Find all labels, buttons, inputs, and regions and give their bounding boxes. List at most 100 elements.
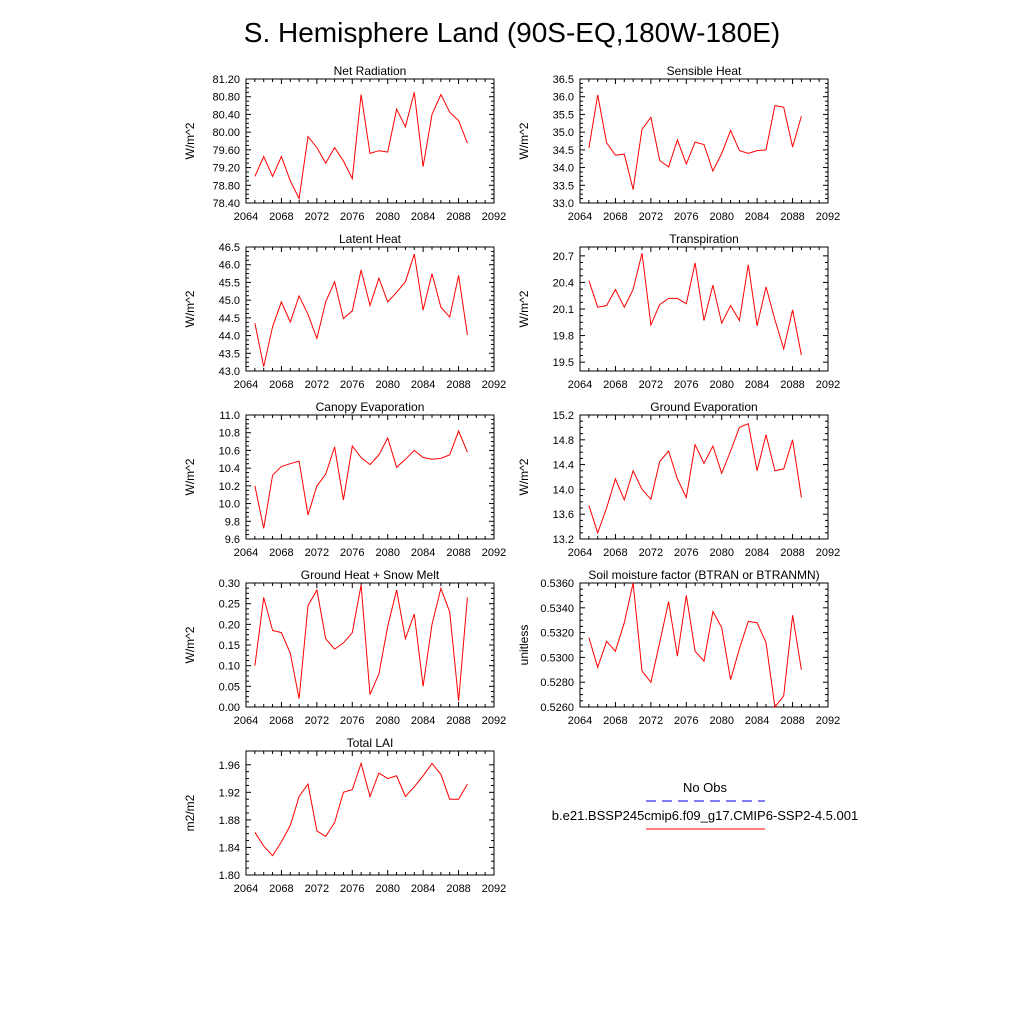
x-tick-label: 2072 <box>639 715 663 727</box>
x-tick-label: 2072 <box>639 547 663 559</box>
series-line <box>254 585 468 701</box>
x-tick-label: 2088 <box>446 547 470 559</box>
x-tick-label: 2084 <box>411 379 435 391</box>
x-tick-label: 2088 <box>446 379 470 391</box>
x-tick-label: 2080 <box>709 715 733 727</box>
y-tick-label: 14.4 <box>553 460 574 472</box>
series-line <box>254 429 468 529</box>
y-tick-label: 0.5360 <box>540 578 574 590</box>
y-tick-label: 13.6 <box>553 509 574 521</box>
y-axis-label: m2/m2 <box>183 794 197 831</box>
x-tick-label: 2084 <box>745 211 769 223</box>
y-tick-label: 78.40 <box>212 198 240 210</box>
y-tick-label: 15.2 <box>553 410 574 422</box>
y-tick-label: 43.0 <box>219 366 240 378</box>
y-tick-label: 34.0 <box>553 163 574 175</box>
y-tick-label: 44.0 <box>219 331 240 343</box>
y-tick-label: 14.8 <box>553 435 574 447</box>
y-tick-label: 1.88 <box>219 815 240 827</box>
y-tick-label: 45.0 <box>219 295 240 307</box>
x-tick-label: 2092 <box>482 211 506 223</box>
x-tick-label: 2080 <box>375 883 399 895</box>
y-tick-label: 13.2 <box>553 534 574 546</box>
plot-frame <box>245 582 495 708</box>
y-tick-label: 34.5 <box>553 145 574 157</box>
x-tick-label: 2088 <box>446 211 470 223</box>
x-tick-label: 2088 <box>780 379 804 391</box>
y-axis-label: W/m^2 <box>183 290 197 327</box>
y-tick-label: 0.25 <box>219 599 240 611</box>
y-tick-label: 35.0 <box>553 127 574 139</box>
plot-frame <box>579 414 829 540</box>
y-tick-label: 1.84 <box>219 842 240 854</box>
x-tick-label: 2064 <box>234 715 258 727</box>
y-tick-label: 0.5260 <box>540 702 574 714</box>
x-tick-label: 2084 <box>411 715 435 727</box>
plot-frame <box>245 78 495 204</box>
x-tick-label: 2084 <box>411 547 435 559</box>
panel-0: Net Radiation W/m^2 2064 2068 2072 2076 2080 20… <box>183 64 506 223</box>
x-tick-label: 2084 <box>745 379 769 391</box>
x-tick-label: 2072 <box>305 715 329 727</box>
y-tick-label: 1.92 <box>219 787 240 799</box>
y-tick-label: 20.1 <box>553 304 574 316</box>
panel-title: Net Radiation <box>334 64 407 78</box>
x-tick-label: 2092 <box>482 547 506 559</box>
y-axis-label: W/m^2 <box>517 122 531 159</box>
y-tick-label: 79.20 <box>212 163 240 175</box>
y-tick-label: 33.5 <box>553 180 574 192</box>
x-tick-label: 2092 <box>816 715 840 727</box>
x-tick-label: 2068 <box>603 715 627 727</box>
x-tick-label: 2064 <box>568 211 592 223</box>
x-tick-label: 2084 <box>745 715 769 727</box>
y-tick-label: 80.00 <box>212 127 240 139</box>
x-tick-label: 2092 <box>816 547 840 559</box>
x-tick-label: 2076 <box>340 379 364 391</box>
x-tick-label: 2076 <box>674 379 698 391</box>
plot-frame <box>579 246 829 372</box>
x-tick-label: 2072 <box>305 547 329 559</box>
y-tick-label: 10.4 <box>219 463 240 475</box>
panel-title: Transpiration <box>669 232 739 246</box>
x-tick-label: 2076 <box>340 547 364 559</box>
legend: No Obs b.e21.BSSP245cmip6.f09_g17.CMIP6-… <box>552 780 858 830</box>
y-tick-label: 0.5340 <box>540 603 574 615</box>
y-tick-label: 10.0 <box>219 499 240 511</box>
plot-frame <box>245 750 495 876</box>
y-tick-label: 0.5280 <box>540 677 574 689</box>
x-tick-label: 2064 <box>234 211 258 223</box>
x-tick-label: 2084 <box>411 883 435 895</box>
y-tick-label: 0.5320 <box>540 628 574 640</box>
x-tick-label: 2076 <box>674 211 698 223</box>
legend-model-label: b.e21.BSSP245cmip6.f09_g17.CMIP6-SSP2-4.… <box>552 808 858 823</box>
y-tick-label: 0.05 <box>219 681 240 693</box>
x-tick-label: 2092 <box>816 379 840 391</box>
plot-frame <box>245 414 495 540</box>
y-tick-label: 0.5300 <box>540 652 574 664</box>
y-tick-label: 80.40 <box>212 109 240 121</box>
panel-3: Transpiration W/m^2 2064 2068 2072 2076 2080 20… <box>517 232 840 391</box>
panel-title: Soil moisture factor (BTRAN or BTRANMN) <box>588 568 819 582</box>
x-tick-label: 2076 <box>340 883 364 895</box>
y-tick-label: 0.00 <box>219 702 240 714</box>
series-line <box>588 582 802 709</box>
panel-2: Latent Heat W/m^2 2064 2068 2072 2076 2080 2084… <box>183 232 506 391</box>
panel-title: Canopy Evaporation <box>316 400 425 414</box>
panel-1: Sensible Heat W/m^2 2064 2068 2072 2076 2080 20… <box>517 64 840 223</box>
y-tick-label: 10.6 <box>219 445 240 457</box>
x-tick-label: 2088 <box>446 715 470 727</box>
panel-title: Sensible Heat <box>667 64 742 78</box>
y-tick-label: 19.8 <box>553 331 574 343</box>
y-tick-label: 20.4 <box>553 277 574 289</box>
y-tick-label: 0.10 <box>219 661 240 673</box>
x-tick-label: 2084 <box>745 547 769 559</box>
series-line <box>254 253 468 367</box>
x-tick-label: 2068 <box>269 715 293 727</box>
x-tick-label: 2092 <box>482 379 506 391</box>
x-tick-label: 2064 <box>568 547 592 559</box>
x-tick-label: 2068 <box>603 379 627 391</box>
panel-5: Ground Evaporation W/m^2 2064 2068 2072 2076 2… <box>517 400 840 559</box>
x-tick-label: 2080 <box>375 379 399 391</box>
y-tick-label: 0.15 <box>219 640 240 652</box>
y-tick-label: 0.30 <box>219 578 240 590</box>
